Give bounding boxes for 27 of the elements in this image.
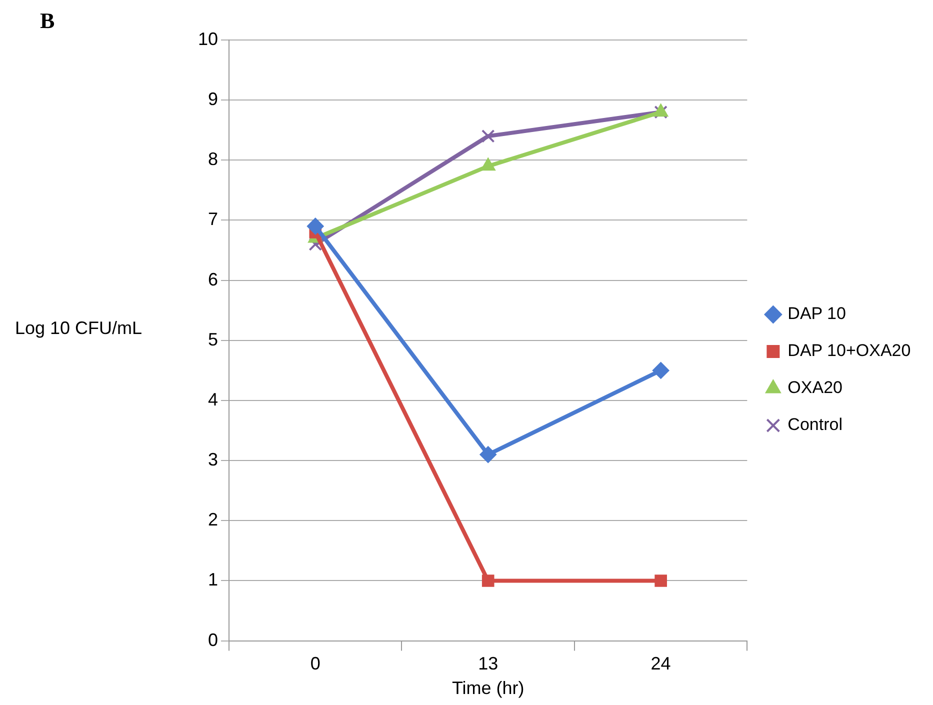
- point: [654, 574, 667, 587]
- legend-label: OXA20: [788, 378, 842, 398]
- legend-label: DAP 10: [788, 304, 846, 324]
- y-tick-label: 3: [208, 450, 218, 470]
- x-tick-label: 24: [650, 654, 671, 674]
- x-tick-label: 0: [310, 654, 320, 674]
- y-tick-label: 10: [198, 28, 218, 49]
- text: B: [40, 8, 55, 34]
- y-tick-label: 0: [208, 630, 218, 650]
- point: [480, 446, 497, 464]
- y-tick-label: 7: [208, 209, 218, 230]
- point: [652, 362, 670, 379]
- y-tick-label: 9: [208, 89, 218, 110]
- point: [481, 129, 495, 143]
- y-tick-label: 8: [208, 149, 218, 170]
- point: [482, 574, 494, 587]
- y-axis-title: Log 10 CFU/mL: [15, 318, 142, 339]
- point: [306, 218, 324, 235]
- y-tick-label: 1: [208, 570, 218, 590]
- legend-label: Control: [788, 415, 842, 434]
- y-tick-label: 5: [208, 329, 218, 350]
- x-axis-title: Time (hr): [452, 678, 524, 698]
- y-tick-label: 6: [208, 269, 218, 290]
- y-tick-label: 2: [208, 510, 218, 530]
- legend-label: DAP 10+OXA20: [788, 341, 911, 360]
- x-tick-label: 13: [478, 654, 498, 674]
- y-tick-label: 4: [208, 389, 218, 410]
